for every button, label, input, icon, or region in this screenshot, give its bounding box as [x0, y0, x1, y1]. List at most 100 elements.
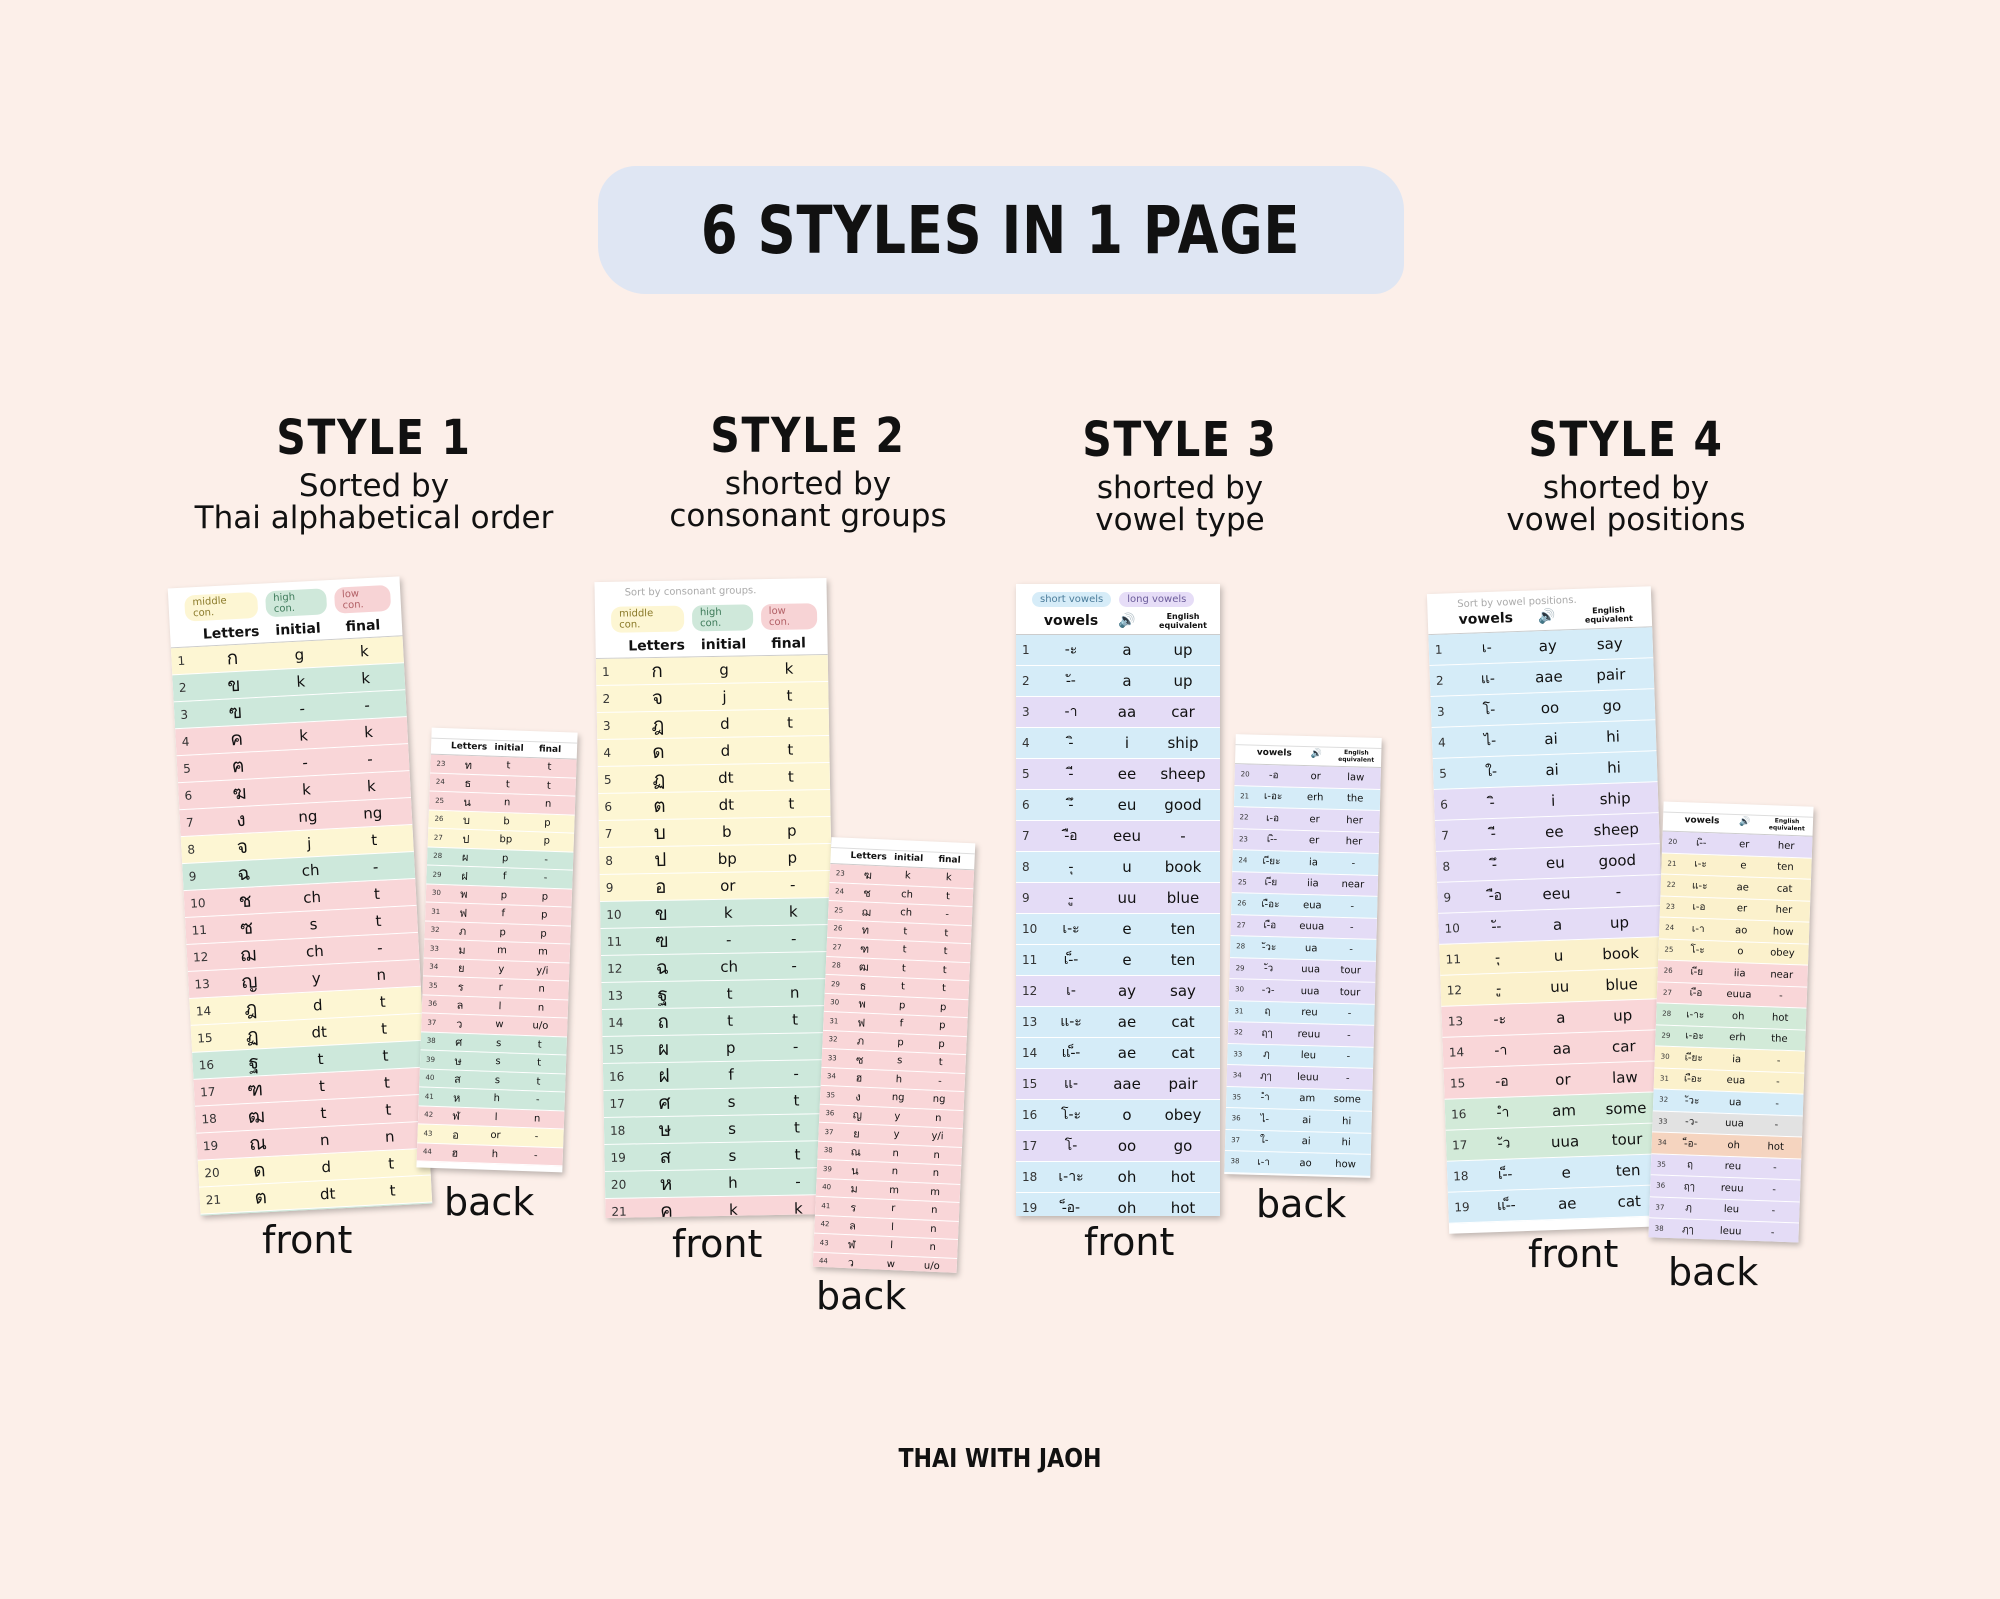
thai-vowel: -ั-: [1066, 672, 1076, 689]
thai-vowel: -ิ: [1068, 734, 1074, 751]
thai-vowel: -ำ: [1260, 1092, 1270, 1104]
row-number: 15: [1449, 1075, 1466, 1091]
table-row: 38 เ-า ao how: [1224, 1151, 1371, 1177]
final-sound: n: [537, 1002, 545, 1014]
table-row: 17 โ-oo go: [1016, 1130, 1220, 1162]
english-equivalent: her: [1346, 815, 1363, 827]
header-final: final: [538, 744, 562, 756]
english-equivalent: -: [1775, 1077, 1780, 1089]
thai-letter: ฟ: [459, 906, 468, 920]
thai-vowel: เ-: [1481, 639, 1493, 656]
style-3-front-caption: front: [1084, 1220, 1175, 1264]
final-sound: k: [784, 659, 794, 678]
final-sound: n: [932, 1168, 940, 1180]
initial-sound: g: [294, 645, 305, 664]
final-sound: -: [544, 854, 549, 866]
table-row: 17 ศ s t: [603, 1086, 836, 1118]
thai-vowel: -ู: [1068, 889, 1074, 906]
row-number: 24: [1665, 924, 1675, 933]
initial-sound: s: [896, 1055, 903, 1067]
final-sound: p: [541, 891, 549, 903]
legend-low: low con.: [333, 584, 392, 614]
thai-vowel: เ-อะ: [1263, 791, 1283, 803]
thai-vowel: เ-: [1066, 982, 1076, 999]
table-row: 8 ป bp p: [599, 843, 832, 876]
header-english: English equivalent: [1338, 749, 1375, 764]
final-sound: -: [793, 1064, 799, 1083]
final-sound: -: [791, 956, 798, 975]
final-sound: -: [543, 872, 548, 884]
initial-sound: l: [890, 1240, 894, 1252]
thai-vowel: -ั-: [1491, 918, 1502, 935]
thai-vowel: ใ-: [1259, 1135, 1269, 1147]
thai-letter: ว: [847, 1256, 855, 1270]
english-equivalent: -: [1345, 1073, 1350, 1085]
style-1-front-card: middle con. high con. low con. Letters initi…: [167, 576, 433, 1216]
vowel-sound: a: [1555, 1008, 1566, 1027]
row-number: 26: [1237, 899, 1247, 908]
row-number: 27: [1662, 988, 1673, 997]
thai-vowel: -ัวะ: [1261, 941, 1277, 954]
thai-vowel: เ-ะ: [1062, 920, 1080, 937]
english-equivalent: cat: [1171, 1043, 1195, 1062]
initial-sound: f: [728, 1065, 734, 1084]
thai-vowel: ฤๅ: [1261, 1027, 1273, 1040]
vowel-sound: u: [1553, 946, 1564, 965]
thai-vowel: เ-าะ: [1058, 1168, 1084, 1185]
vowel-sound: leuu: [1296, 1071, 1319, 1084]
thai-vowel: โ-: [1064, 1137, 1078, 1154]
header-letters: Letters: [628, 637, 685, 655]
thai-vowel: -ะ: [1064, 641, 1078, 658]
thai-vowel: แ-ะ: [1691, 880, 1708, 893]
header-initial: initial: [893, 852, 924, 865]
thai-vowel: ฦๅ: [1681, 1224, 1694, 1236]
row-number: 33: [429, 944, 440, 953]
final-sound: t: [536, 1057, 542, 1069]
legend-low: low con.: [760, 603, 818, 631]
vowel-sound: uua: [1550, 1131, 1580, 1151]
thai-letter: น: [850, 1163, 859, 1178]
row-number: 39: [822, 1164, 833, 1174]
initial-sound: ch: [301, 860, 321, 880]
thai-vowel: ฤๅ: [1683, 1181, 1695, 1193]
row-number: 20: [1240, 770, 1250, 779]
thai-vowel: -ิ: [1489, 794, 1495, 811]
row-number: 17: [199, 1084, 216, 1100]
row-number: 28: [831, 961, 841, 970]
row-number: 4: [603, 745, 612, 760]
final-sound: t: [787, 767, 794, 786]
row-number: 37: [1231, 1136, 1241, 1145]
row-number: 10: [1022, 921, 1038, 936]
style-4-back-card: vowels 🔊 English equivalent 20 เ-ิ- er her 21 เ-…: [1648, 801, 1814, 1243]
row-number: 7: [185, 815, 195, 830]
thai-vowel: เ-็-: [1497, 1166, 1513, 1183]
english-equivalent: book: [1164, 857, 1202, 876]
thai-vowel: ไ-: [1260, 1113, 1270, 1126]
row-number: 9: [1443, 890, 1452, 905]
thai-letter: ป: [462, 832, 470, 846]
row-number: 23: [835, 869, 845, 878]
style-1-heading: STYLE 1 Sorted by Thai alphabetical orde…: [164, 410, 584, 534]
vowel-sound: ua: [1304, 942, 1318, 955]
row-number: 10: [606, 907, 622, 922]
row-number: 11: [191, 922, 208, 938]
initial-sound: t: [901, 963, 906, 975]
vowel-sound: leu: [1723, 1204, 1740, 1216]
vowel-sound: eu: [1545, 853, 1566, 872]
initial-sound: b: [503, 815, 510, 828]
final-sound: -: [792, 1037, 799, 1056]
legend-high: high con.: [691, 604, 754, 632]
thai-letter: ผ: [461, 850, 469, 865]
vowel-sound: a: [1122, 640, 1132, 659]
row-number: 32: [1233, 1028, 1243, 1037]
row-number: 7: [1441, 828, 1450, 843]
style-3-heading: STYLE 3 shorted by vowel type: [970, 412, 1390, 536]
final-sound: m: [537, 946, 549, 959]
row-number: 5: [1022, 766, 1030, 781]
row-number: 11: [1022, 952, 1038, 967]
row-number: 31: [829, 1016, 839, 1026]
thai-letter: ฆ: [863, 868, 873, 882]
thai-vowel: -็อ-: [1684, 1138, 1698, 1150]
